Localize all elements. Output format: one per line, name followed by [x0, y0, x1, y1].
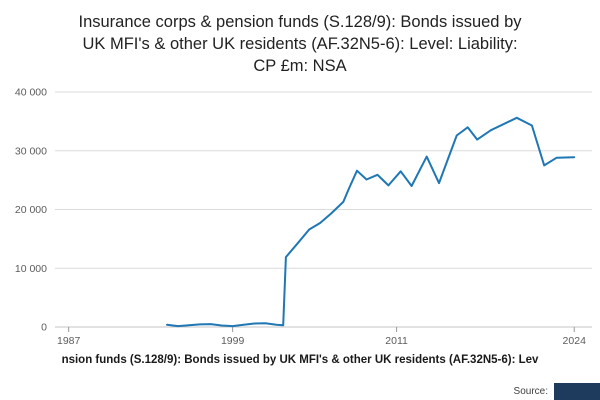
footer-clipped-title: nsion funds (S.128/9): Bonds issued by U… — [61, 353, 539, 366]
y-tick-label: 20 000 — [15, 204, 47, 216]
x-tick-label: 2011 — [385, 335, 408, 347]
chart-area: 0 10 000 20 000 30 000 40 000 1987 1999 2011 202… — [0, 80, 600, 353]
x-tick-label: 1999 — [221, 335, 245, 347]
chart-title-line-2: UK MFI's & other UK residents (AF.32N5-6… — [82, 34, 518, 53]
source-row: Source: — [514, 383, 600, 400]
line-chart: 0 10 000 20 000 30 000 40 000 1987 1999 2011 202… — [15, 86, 592, 347]
y-tick-label: 30 000 — [15, 145, 47, 157]
y-tick-label: 0 — [41, 321, 47, 333]
chart-title-line-3: CP £m: NSA — [253, 56, 347, 75]
ons-logo — [554, 383, 600, 400]
x-tick-label: 2024 — [563, 335, 587, 347]
y-tick-label: 10 000 — [15, 263, 47, 275]
x-tick-label: 1987 — [57, 335, 81, 347]
series-line — [166, 116, 576, 327]
chart-title-line-1: Insurance corps & pension funds (S.128/9… — [78, 13, 522, 31]
source-label: Source: — [513, 386, 548, 397]
y-tick-label: 40 000 — [15, 86, 47, 98]
chart-title: Insurance corps & pension funds (S.128/9… — [0, 0, 600, 78]
